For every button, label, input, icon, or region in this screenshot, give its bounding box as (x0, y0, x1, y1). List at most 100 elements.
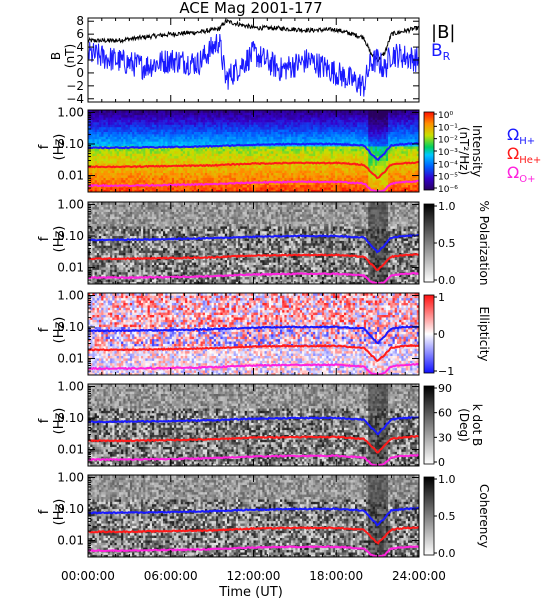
heatmap-cell (258, 168, 261, 171)
heatmap-cell (291, 165, 294, 168)
heatmap-cell (340, 115, 343, 118)
heatmap-cell (103, 139, 106, 142)
heatmap-cell (95, 129, 98, 132)
heatmap-cell (322, 137, 325, 140)
heatmap-cell (214, 161, 217, 164)
heatmap-cell (364, 173, 367, 176)
heatmap-cell (119, 132, 122, 135)
heatmap-cell (201, 178, 204, 181)
heatmap-cell (337, 170, 340, 173)
heatmap-cell (326, 153, 329, 156)
heatmap-cell (134, 178, 137, 181)
heatmap-cell (267, 173, 270, 176)
heatmap-cell (384, 144, 387, 147)
heatmap-cell (148, 141, 151, 144)
heatmap-cell (247, 153, 250, 156)
heatmap-cell (377, 134, 380, 137)
heatmap-cell (359, 170, 362, 173)
heatmap-cell (236, 117, 239, 120)
heatmap-cell (176, 127, 179, 130)
heatmap-cell (273, 120, 276, 123)
heatmap-cell (143, 161, 146, 164)
heatmap-cell (397, 134, 400, 137)
heatmap-cell (156, 137, 159, 140)
heatmap-cell (269, 187, 272, 190)
heatmap-cell (90, 132, 93, 135)
heatmap-cell (161, 158, 164, 161)
y-tick-label: 8 (76, 14, 84, 28)
heatmap-cell (137, 149, 140, 152)
heatmap-cell (150, 158, 153, 161)
heatmap-cell (130, 129, 133, 132)
heatmap-cell (154, 124, 157, 127)
heatmap-cell (348, 139, 351, 142)
heatmap-cell (311, 139, 314, 142)
heatmap-cell (130, 115, 133, 118)
heatmap-cell (114, 161, 117, 164)
heatmap-cell (167, 139, 170, 142)
heatmap-cell (143, 132, 146, 135)
heatmap-cell (143, 122, 146, 125)
heatmap-cell (273, 117, 276, 120)
heatmap-cell (207, 115, 210, 118)
heatmap-cell (333, 146, 336, 149)
heatmap-cell (355, 153, 358, 156)
heatmap-cell (178, 124, 181, 127)
heatmap-cell (399, 146, 402, 149)
heatmap-cell (375, 182, 378, 185)
heatmap-cell (344, 153, 347, 156)
heatmap-cell (397, 178, 400, 181)
heatmap-cell (293, 170, 296, 173)
heatmap-cell (225, 127, 228, 130)
heatmap-cell (238, 132, 241, 135)
heatmap-cell (298, 165, 301, 168)
heatmap-cell (362, 153, 365, 156)
heatmap-cell (194, 117, 197, 120)
heatmap-cell (137, 137, 140, 140)
heatmap-cell (108, 178, 111, 181)
heatmap-cell (397, 168, 400, 171)
heatmap-cell (170, 170, 173, 173)
heatmap-cell (245, 122, 248, 125)
heatmap-cell (342, 117, 345, 120)
heatmap-cell (368, 178, 371, 181)
heatmap-cell (240, 120, 243, 123)
heatmap-cell (399, 115, 402, 118)
heatmap-cell (254, 139, 257, 142)
heatmap-cell (220, 117, 223, 120)
heatmap-cell (282, 124, 285, 127)
heatmap-cell (143, 175, 146, 178)
heatmap-cell (181, 117, 184, 120)
heatmap-cell (178, 137, 181, 140)
heatmap-cell (364, 170, 367, 173)
heatmap-cell (201, 149, 204, 152)
heatmap-cell (201, 173, 204, 176)
heatmap-cell (205, 178, 208, 181)
heatmap-cell (282, 178, 285, 181)
heatmap-cell (183, 139, 186, 142)
heatmap-cell (183, 175, 186, 178)
heatmap-cell (304, 175, 307, 178)
heatmap-cell (340, 151, 343, 154)
heatmap-cell (242, 137, 245, 140)
heatmap-cell (172, 134, 175, 137)
heatmap-cell (333, 117, 336, 120)
heatmap-cell (101, 173, 104, 176)
heatmap-cell (159, 156, 162, 159)
heatmap-cell (201, 129, 204, 132)
heatmap-cell (293, 146, 296, 149)
heatmap-cell (145, 112, 148, 115)
heatmap-cell (130, 163, 133, 166)
heatmap-cell (322, 132, 325, 135)
heatmap-cell (370, 112, 373, 115)
heatmap-cell (150, 161, 153, 164)
heatmap-cell (156, 175, 159, 178)
heatmap-cell (167, 134, 170, 137)
heatmap-cell (110, 153, 113, 156)
heatmap-cell (176, 115, 179, 118)
heatmap-cell (399, 170, 402, 173)
heatmap-cell (342, 139, 345, 142)
heatmap-cell (337, 117, 340, 120)
heatmap-cell (280, 178, 283, 181)
heatmap-cell (346, 185, 349, 188)
